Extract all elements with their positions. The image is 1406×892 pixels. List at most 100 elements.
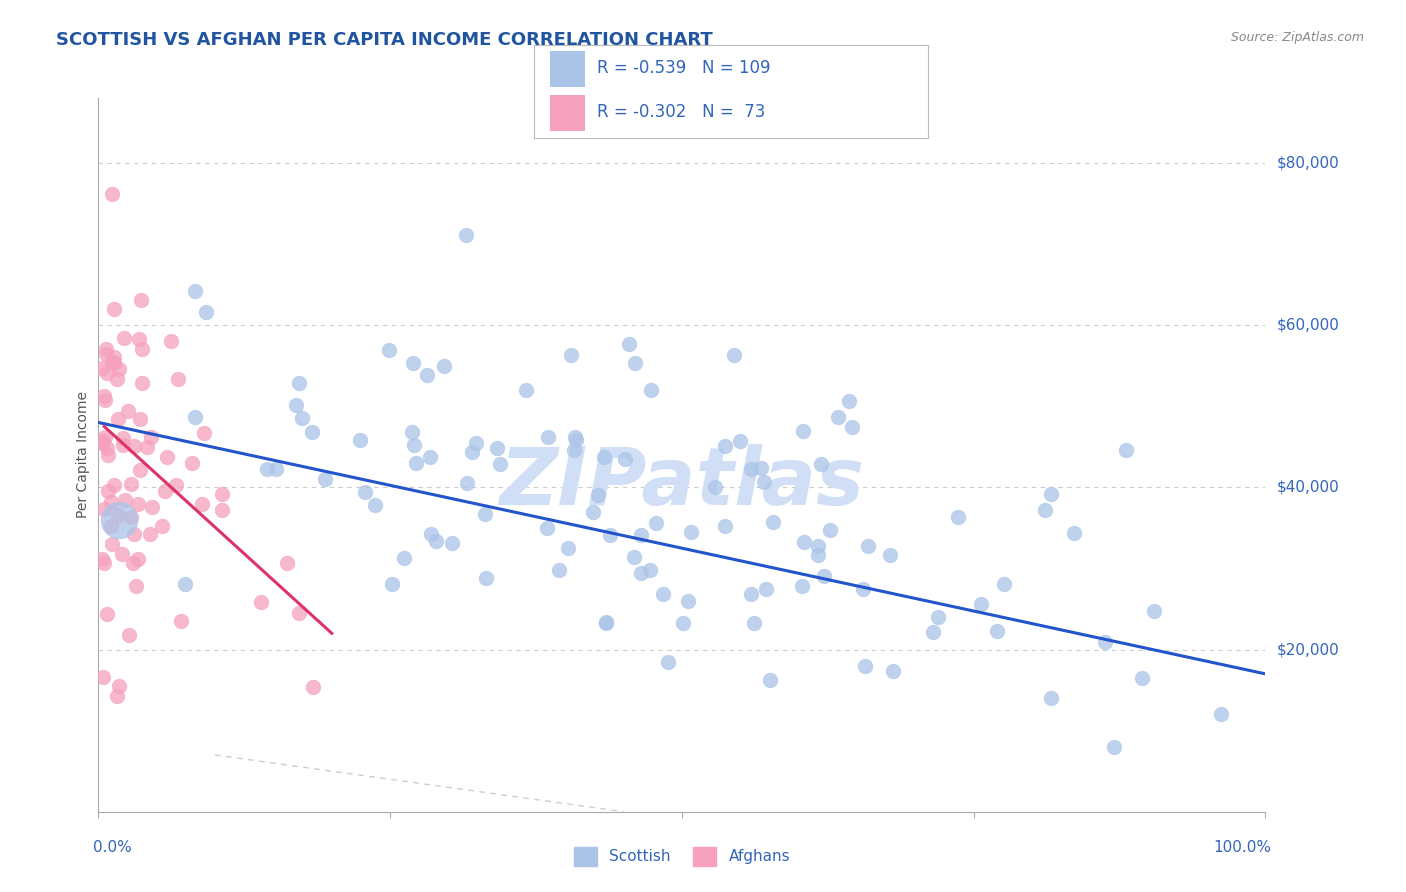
Point [141,500,163,514]
Point [456,476,478,491]
Point [1143,604,1166,618]
Point [704,480,727,494]
Point [582,505,605,519]
Point [630,528,652,542]
Point [101,186,124,201]
Text: 0.0%: 0.0% [93,840,131,855]
Point [537,430,560,444]
Point [460,445,482,459]
Point [595,615,617,630]
Point [714,519,737,533]
Point [792,579,814,593]
Point [927,610,949,624]
Point [657,655,679,669]
Point [401,425,423,440]
Point [623,549,645,564]
Point [651,587,673,601]
Point [349,434,371,448]
Point [100,536,122,550]
Point [433,359,456,374]
Point [425,533,447,548]
Point [740,587,762,601]
Point [285,398,308,412]
Point [515,383,537,397]
Y-axis label: Per Capita Income: Per Capita Income [76,392,90,518]
Point [488,457,510,471]
Point [381,577,404,591]
Point [107,412,129,426]
Point [166,372,188,386]
Point [141,430,163,444]
Point [93,502,115,516]
Text: ZIPatlas: ZIPatlas [499,444,865,523]
Point [792,424,814,438]
Point [128,331,150,345]
Point [1063,526,1085,541]
Point [1115,442,1137,457]
Point [807,539,830,553]
Point [93,670,115,684]
Point [599,528,621,542]
Point [630,566,652,580]
Point [131,376,153,391]
Point [120,477,142,491]
Point [986,624,1008,639]
Point [96,347,118,361]
Text: Source: ZipAtlas.com: Source: ZipAtlas.com [1230,31,1364,45]
Point [211,487,233,501]
Point [291,411,314,425]
Point [276,556,298,570]
Point [671,616,693,631]
Point [93,389,115,403]
Point [160,334,183,348]
Point [153,483,176,498]
Point [128,412,150,426]
Point [536,521,558,535]
Point [101,355,124,369]
Point [181,456,204,470]
Point [1102,739,1125,754]
Point [107,508,129,522]
Point [565,433,588,447]
Point [112,331,135,345]
Point [96,343,118,357]
Point [752,475,775,490]
Point [676,593,699,607]
Point [740,462,762,476]
Text: R = -0.539   N = 109: R = -0.539 N = 109 [598,59,770,77]
Point [485,441,508,455]
Point [288,376,311,391]
Point [96,441,118,455]
Bar [550,95,585,131]
Point [105,372,128,386]
Point [211,503,233,517]
Point [592,450,614,464]
Point [93,556,115,570]
Text: $60,000: $60,000 [1277,318,1340,333]
Point [970,597,993,611]
Point [256,462,278,476]
Point [183,284,205,298]
Point [1033,503,1056,517]
Point [117,404,139,418]
Point [1130,671,1153,685]
Point [755,582,778,597]
Point [810,457,832,471]
Point [1040,690,1063,705]
Point [465,436,488,450]
Point [827,409,849,424]
Point [122,439,145,453]
Point [100,519,122,533]
Point [1211,707,1233,722]
Point [314,472,336,486]
Point [613,452,636,467]
Point [103,356,125,370]
Point [1040,487,1063,501]
Point [250,595,273,609]
Point [742,615,765,630]
Point [638,564,661,578]
Point [156,450,179,464]
Point [127,552,149,566]
Point [195,305,218,319]
Point [560,349,582,363]
